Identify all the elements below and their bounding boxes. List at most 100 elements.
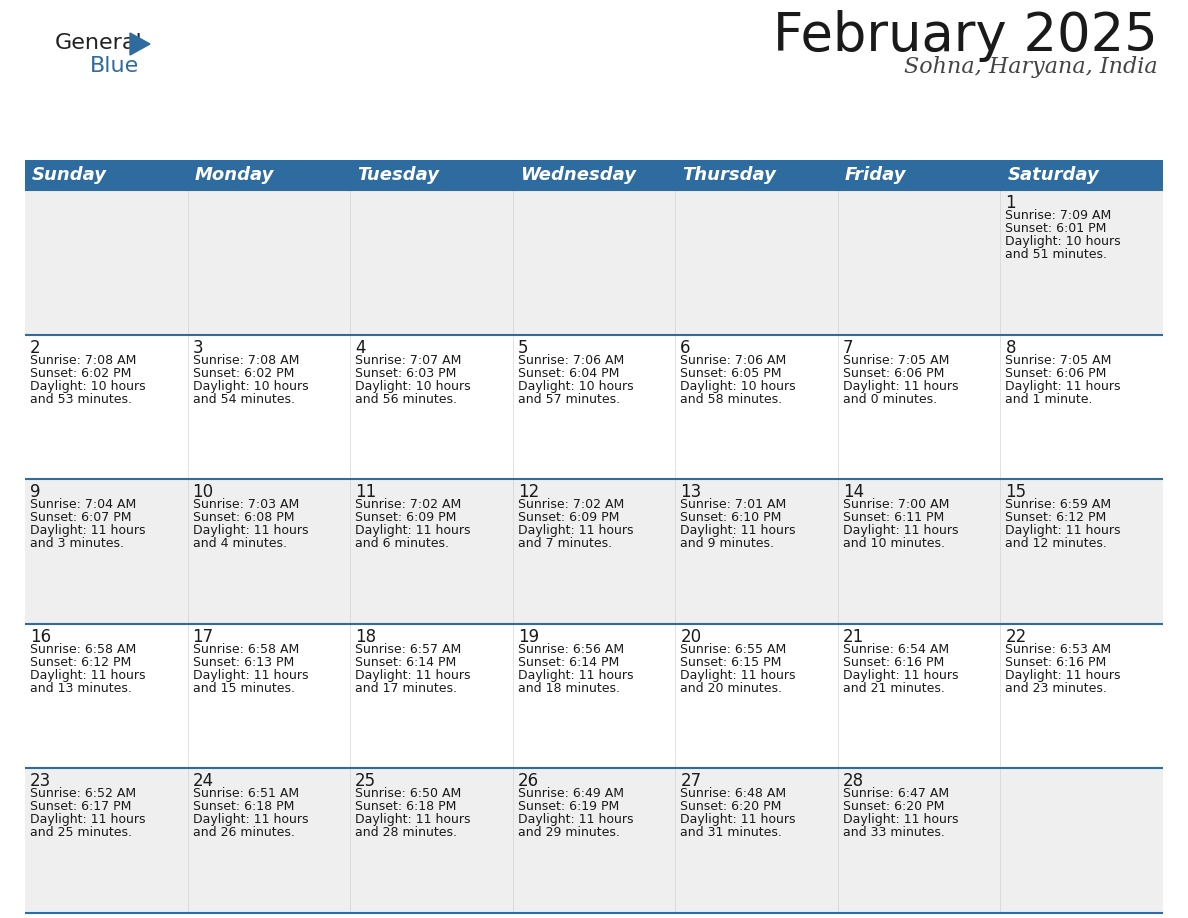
Text: and 28 minutes.: and 28 minutes. (355, 826, 457, 839)
Text: Sunrise: 7:03 AM: Sunrise: 7:03 AM (192, 498, 299, 511)
Text: Daylight: 11 hours: Daylight: 11 hours (192, 524, 308, 537)
Text: Sunset: 6:03 PM: Sunset: 6:03 PM (355, 366, 456, 380)
Text: Sunrise: 6:56 AM: Sunrise: 6:56 AM (518, 643, 624, 655)
Text: Sunset: 6:01 PM: Sunset: 6:01 PM (1005, 222, 1107, 235)
Text: Daylight: 10 hours: Daylight: 10 hours (30, 380, 146, 393)
Text: Sunset: 6:14 PM: Sunset: 6:14 PM (518, 655, 619, 669)
Text: Daylight: 11 hours: Daylight: 11 hours (355, 524, 470, 537)
Text: Daylight: 11 hours: Daylight: 11 hours (1005, 524, 1121, 537)
Text: Sunset: 6:15 PM: Sunset: 6:15 PM (681, 655, 782, 669)
Bar (350, 160, 513, 190)
Text: Sunrise: 7:07 AM: Sunrise: 7:07 AM (355, 353, 461, 366)
Text: and 29 minutes.: and 29 minutes. (518, 826, 620, 839)
Text: Monday: Monday (195, 166, 274, 184)
Text: Daylight: 11 hours: Daylight: 11 hours (30, 524, 145, 537)
Text: and 31 minutes.: and 31 minutes. (681, 826, 782, 839)
Bar (25, 190, 1163, 334)
Text: and 23 minutes.: and 23 minutes. (1005, 682, 1107, 695)
Text: Daylight: 11 hours: Daylight: 11 hours (842, 669, 959, 682)
Text: 17: 17 (192, 628, 214, 645)
Text: 7: 7 (842, 339, 853, 356)
Text: and 12 minutes.: and 12 minutes. (1005, 537, 1107, 550)
Text: and 17 minutes.: and 17 minutes. (355, 682, 457, 695)
Text: 20: 20 (681, 628, 701, 645)
Text: Sunrise: 7:05 AM: Sunrise: 7:05 AM (842, 353, 949, 366)
Text: Sunset: 6:08 PM: Sunset: 6:08 PM (192, 511, 295, 524)
Text: 10: 10 (192, 483, 214, 501)
Text: Daylight: 10 hours: Daylight: 10 hours (1005, 235, 1121, 248)
Polygon shape (129, 33, 150, 55)
Text: 2: 2 (30, 339, 40, 356)
Text: Daylight: 11 hours: Daylight: 11 hours (1005, 380, 1121, 393)
Text: Sunrise: 7:09 AM: Sunrise: 7:09 AM (1005, 209, 1112, 222)
Text: Daylight: 11 hours: Daylight: 11 hours (681, 524, 796, 537)
Text: 11: 11 (355, 483, 377, 501)
Text: Daylight: 11 hours: Daylight: 11 hours (681, 813, 796, 826)
Text: Sunrise: 7:06 AM: Sunrise: 7:06 AM (518, 353, 624, 366)
Text: Sunset: 6:20 PM: Sunset: 6:20 PM (681, 800, 782, 813)
Text: 4: 4 (355, 339, 366, 356)
Text: 13: 13 (681, 483, 702, 501)
Text: and 56 minutes.: and 56 minutes. (355, 393, 457, 406)
Text: Sunset: 6:18 PM: Sunset: 6:18 PM (355, 800, 456, 813)
Text: Daylight: 11 hours: Daylight: 11 hours (518, 669, 633, 682)
Text: 5: 5 (518, 339, 529, 356)
Text: Sunrise: 7:04 AM: Sunrise: 7:04 AM (30, 498, 137, 511)
Text: 6: 6 (681, 339, 690, 356)
Text: Sunset: 6:14 PM: Sunset: 6:14 PM (355, 655, 456, 669)
Text: Sunday: Sunday (32, 166, 107, 184)
Bar (838, 160, 1000, 190)
Text: Daylight: 11 hours: Daylight: 11 hours (355, 813, 470, 826)
Bar (675, 160, 838, 190)
Bar (513, 160, 675, 190)
Text: Sunset: 6:17 PM: Sunset: 6:17 PM (30, 800, 132, 813)
Text: Sunset: 6:02 PM: Sunset: 6:02 PM (192, 366, 293, 380)
Text: and 26 minutes.: and 26 minutes. (192, 826, 295, 839)
Text: and 20 minutes.: and 20 minutes. (681, 682, 782, 695)
Text: and 13 minutes.: and 13 minutes. (30, 682, 132, 695)
Bar (25, 624, 1163, 768)
Text: Sunrise: 6:55 AM: Sunrise: 6:55 AM (681, 643, 786, 655)
Text: 19: 19 (518, 628, 539, 645)
Text: and 4 minutes.: and 4 minutes. (192, 537, 286, 550)
Text: Sunset: 6:10 PM: Sunset: 6:10 PM (681, 511, 782, 524)
Text: February 2025: February 2025 (773, 10, 1158, 62)
Text: 25: 25 (355, 772, 377, 790)
Text: Daylight: 11 hours: Daylight: 11 hours (1005, 669, 1121, 682)
Text: 12: 12 (518, 483, 539, 501)
Text: Tuesday: Tuesday (358, 166, 440, 184)
Text: Sunrise: 7:02 AM: Sunrise: 7:02 AM (355, 498, 461, 511)
Text: Sunrise: 6:57 AM: Sunrise: 6:57 AM (355, 643, 461, 655)
Text: Sunrise: 6:49 AM: Sunrise: 6:49 AM (518, 788, 624, 800)
Text: Wednesday: Wednesday (519, 166, 636, 184)
Text: Daylight: 11 hours: Daylight: 11 hours (842, 380, 959, 393)
Text: Sunset: 6:05 PM: Sunset: 6:05 PM (681, 366, 782, 380)
Text: and 58 minutes.: and 58 minutes. (681, 393, 783, 406)
Text: Daylight: 11 hours: Daylight: 11 hours (842, 813, 959, 826)
Text: Sunrise: 7:08 AM: Sunrise: 7:08 AM (30, 353, 137, 366)
Text: Sunset: 6:06 PM: Sunset: 6:06 PM (1005, 366, 1107, 380)
Text: and 7 minutes.: and 7 minutes. (518, 537, 612, 550)
Text: 16: 16 (30, 628, 51, 645)
Text: Sunrise: 7:05 AM: Sunrise: 7:05 AM (1005, 353, 1112, 366)
Text: and 21 minutes.: and 21 minutes. (842, 682, 944, 695)
Text: Sunset: 6:04 PM: Sunset: 6:04 PM (518, 366, 619, 380)
Text: General: General (55, 33, 143, 53)
Text: Daylight: 11 hours: Daylight: 11 hours (192, 813, 308, 826)
Text: Daylight: 10 hours: Daylight: 10 hours (355, 380, 470, 393)
Text: Daylight: 10 hours: Daylight: 10 hours (681, 380, 796, 393)
Text: and 9 minutes.: and 9 minutes. (681, 537, 775, 550)
Text: and 25 minutes.: and 25 minutes. (30, 826, 132, 839)
Text: Sunrise: 6:50 AM: Sunrise: 6:50 AM (355, 788, 461, 800)
Text: Sunrise: 6:51 AM: Sunrise: 6:51 AM (192, 788, 298, 800)
Text: and 53 minutes.: and 53 minutes. (30, 393, 132, 406)
Text: Sunset: 6:07 PM: Sunset: 6:07 PM (30, 511, 132, 524)
Text: Thursday: Thursday (682, 166, 776, 184)
Text: Sunrise: 6:48 AM: Sunrise: 6:48 AM (681, 788, 786, 800)
Text: Sohna, Haryana, India: Sohna, Haryana, India (904, 56, 1158, 78)
Text: Sunset: 6:20 PM: Sunset: 6:20 PM (842, 800, 944, 813)
Text: and 3 minutes.: and 3 minutes. (30, 537, 124, 550)
Text: 3: 3 (192, 339, 203, 356)
Text: Sunset: 6:16 PM: Sunset: 6:16 PM (1005, 655, 1107, 669)
Text: Daylight: 11 hours: Daylight: 11 hours (355, 669, 470, 682)
